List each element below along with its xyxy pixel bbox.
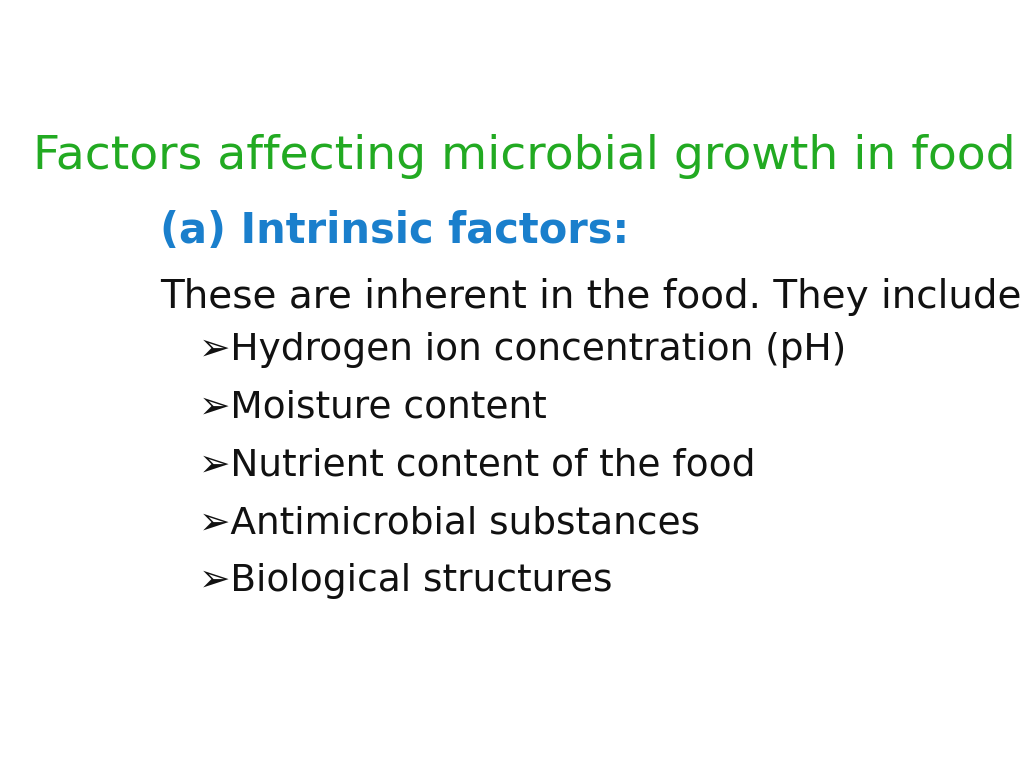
Text: Factors affecting microbial growth in food: Factors affecting microbial growth in fo… [34,134,1016,178]
Text: ➢Hydrogen ion concentration (pH): ➢Hydrogen ion concentration (pH) [200,332,847,368]
Text: ➢Moisture content: ➢Moisture content [200,389,547,425]
Text: ➢Antimicrobial substances: ➢Antimicrobial substances [200,505,700,541]
Text: ➢Nutrient content of the food: ➢Nutrient content of the food [200,448,756,484]
Text: These are inherent in the food. They include:: These are inherent in the food. They inc… [160,279,1024,316]
Text: ➢Biological structures: ➢Biological structures [200,564,613,600]
Text: (a) Intrinsic factors:: (a) Intrinsic factors: [160,210,629,253]
